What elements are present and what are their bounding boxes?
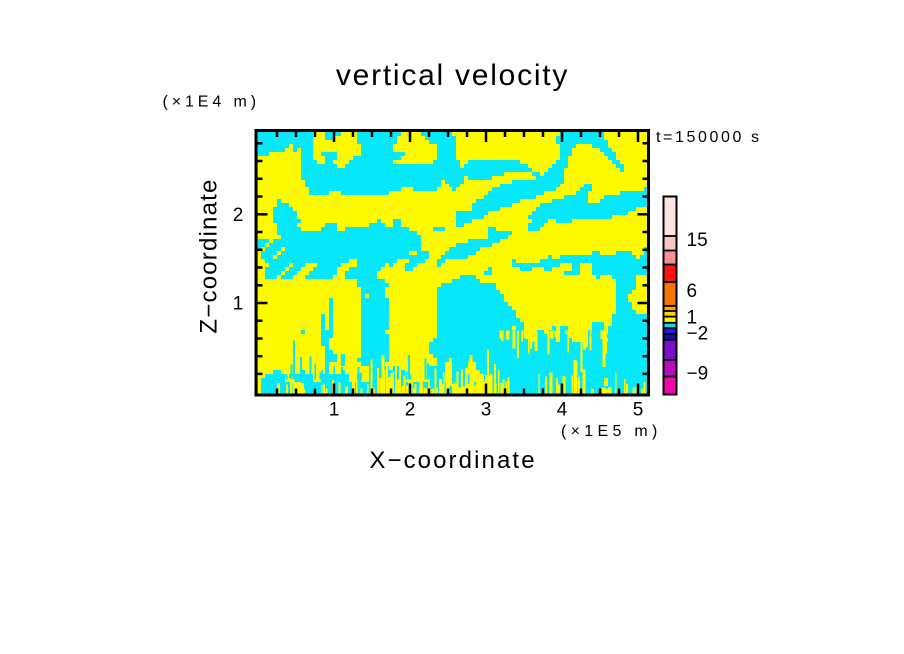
svg-text:1: 1 [329,400,340,421]
svg-text:4: 4 [557,400,568,421]
svg-text:5: 5 [633,400,644,421]
svg-text:t=150000 s: t=150000 s [656,129,762,146]
svg-text:−9: −9 [687,364,709,385]
svg-text:1: 1 [233,293,244,314]
svg-text:3: 3 [481,400,492,421]
svg-text:−2: −2 [687,324,709,345]
svg-text:6: 6 [687,281,698,302]
svg-text:(×1E4 m): (×1E4 m) [163,94,260,111]
svg-text:15: 15 [687,230,708,251]
svg-text:2: 2 [233,205,244,226]
svg-text:X−coordinate: X−coordinate [369,447,536,474]
svg-text:vertical velocity: vertical velocity [336,59,569,92]
svg-text:(×1E5 m): (×1E5 m) [561,423,662,440]
svg-text:Z−coordinate: Z−coordinate [196,178,223,333]
svg-text:1: 1 [687,308,698,329]
svg-text:2: 2 [405,400,416,421]
